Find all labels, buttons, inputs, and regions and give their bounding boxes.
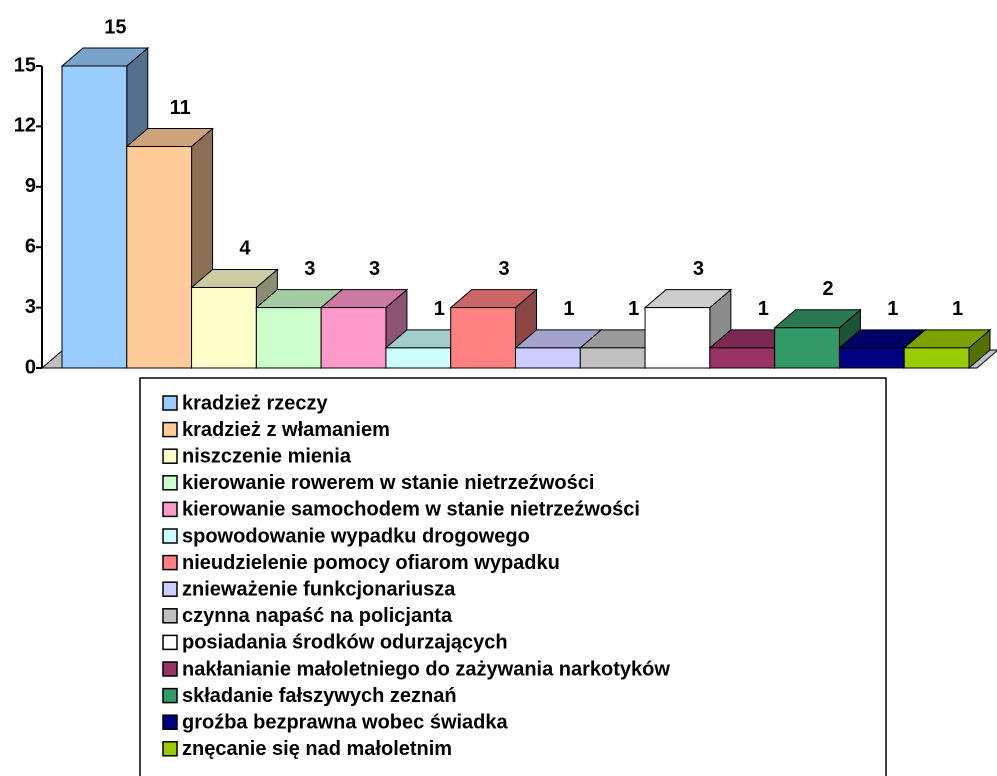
- y-tick-label: 15: [14, 54, 36, 76]
- value-label: 1: [952, 298, 963, 320]
- legend-label: posiadania środków odurzających: [182, 632, 508, 654]
- legend-label: znęcanie się nad małoletnim: [182, 738, 452, 760]
- legend-swatch: [162, 501, 178, 518]
- legend-label: składanie fałszywych zeznań: [182, 685, 457, 707]
- legend-label: kradzież z włamaniem: [182, 419, 390, 441]
- bar: [644, 307, 711, 369]
- legend-label: kierowanie rowerem w stanie nietrzeźwośc…: [182, 472, 594, 494]
- legend-label: kierowanie samochodem w stanie nietrzeźw…: [182, 499, 640, 521]
- bar: [579, 347, 646, 369]
- y-tick-label: 0: [25, 356, 36, 378]
- bar: [126, 146, 193, 369]
- value-label: 15: [104, 16, 126, 38]
- value-label: 3: [369, 258, 380, 280]
- legend-box: [139, 377, 887, 776]
- y-tick-label: 3: [25, 296, 36, 318]
- legend-label: kradzież rzeczy: [182, 392, 329, 414]
- legend-swatch: [162, 528, 178, 544]
- value-label: 11: [170, 97, 191, 119]
- bar: [61, 65, 128, 369]
- legend-label: czynna napaść na policjanta: [182, 605, 453, 627]
- legend-swatch: [162, 448, 178, 464]
- value-label: 3: [304, 258, 315, 280]
- legend-label: znieważenie funkcjonariusza: [182, 578, 456, 600]
- legend-swatch: [162, 661, 178, 677]
- legend-swatch: [162, 395, 178, 411]
- bar: [903, 347, 970, 369]
- bar: [515, 347, 581, 369]
- legend-label: nieudzielenie pomocy ofiarom wypadku: [182, 552, 560, 574]
- legend-swatch: [162, 475, 178, 491]
- legend-swatch: [162, 554, 178, 571]
- value-label: 1: [434, 298, 445, 320]
- legend-label: spowodowanie wypadku drogowego: [182, 525, 530, 547]
- bar: [774, 327, 840, 369]
- value-label: 1: [758, 298, 769, 320]
- value-label: 2: [822, 278, 833, 300]
- legend-label: niszczenie mienia: [182, 445, 352, 467]
- bar: [320, 307, 387, 369]
- y-tick-label: 6: [25, 235, 36, 257]
- value-label: 3: [499, 258, 510, 280]
- bar: [191, 286, 257, 369]
- y-tick-label: 9: [25, 175, 36, 197]
- bar: [450, 307, 517, 369]
- value-label: 4: [239, 238, 251, 260]
- legend-swatch: [162, 687, 178, 704]
- value-label: 1: [887, 298, 898, 320]
- y-tick-label: 12: [14, 115, 36, 137]
- legend-swatch: [162, 741, 178, 757]
- legend-swatch: [162, 608, 178, 624]
- value-label: 1: [563, 298, 574, 320]
- bar: [838, 347, 905, 369]
- legend-swatch: [162, 714, 178, 730]
- value-label: 3: [693, 258, 704, 280]
- value-label: 1: [628, 298, 639, 320]
- legend-label: nakłanianie małoletniego do zażywania na…: [182, 658, 670, 680]
- legend-swatch: [162, 634, 178, 651]
- legend-swatch: [162, 421, 178, 438]
- bar: [709, 347, 776, 369]
- legend-label: groźba bezprawna wobec świadka: [182, 711, 509, 733]
- bar: [385, 347, 452, 369]
- bar: [255, 307, 322, 369]
- legend-swatch: [162, 581, 178, 597]
